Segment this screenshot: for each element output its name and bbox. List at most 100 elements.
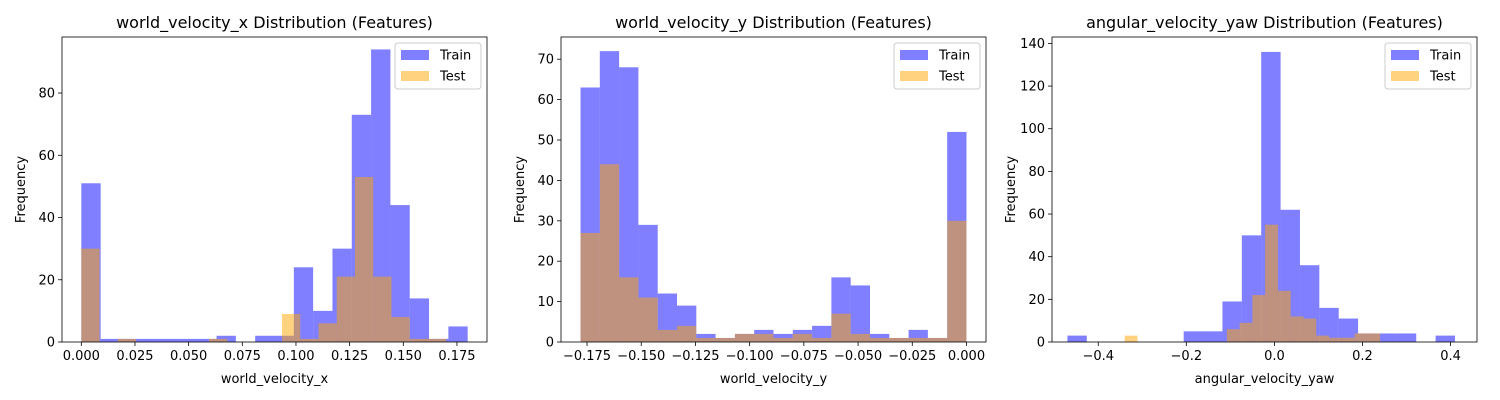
x-axis-label: world_velocity_y [720, 372, 828, 387]
legend-swatch-test [900, 71, 928, 81]
y-tick-label: 50 [537, 134, 554, 149]
histogram-bar [696, 337, 716, 342]
legend-swatch-test [401, 71, 429, 81]
axes-frame [61, 36, 488, 343]
histogram-bar [734, 333, 755, 342]
histogram-bar [580, 232, 600, 342]
y-tick-label: 20 [537, 255, 554, 270]
histogram-bar [599, 164, 620, 342]
x-tick-label: 0.000 [948, 349, 985, 364]
y-axis-label: Frequency [14, 156, 29, 223]
legend: Train Test [394, 42, 482, 90]
histogram-bar [255, 335, 275, 342]
legend: Train Test [1384, 42, 1472, 90]
x-tick-label: −0.150 [617, 349, 665, 364]
x-tick-label: 0.2 [1352, 349, 1373, 364]
histogram-bar [1277, 290, 1291, 342]
y-tick-label: 120 [1020, 80, 1045, 95]
histogram-panel-1: 0.000 0.025 0.050 0.075 0.100 0.125 0.150 0.175… [14, 13, 488, 387]
y-tick-label: 20 [1028, 293, 1045, 308]
histogram-bar [117, 338, 137, 342]
histogram-bar [427, 338, 447, 342]
x-axis-label: world_velocity_x [221, 372, 329, 387]
histogram-bar [1265, 224, 1278, 342]
histogram-bar [1067, 335, 1087, 342]
legend: Train Test [893, 42, 981, 90]
x-tick-label: −0.050 [834, 349, 882, 364]
legend-swatch-test [1391, 71, 1419, 81]
y-tick-label: 60 [537, 93, 554, 108]
x-tick-label: 0.000 [63, 349, 100, 364]
y-tick-label: 80 [1028, 165, 1045, 180]
legend-swatch-train [401, 50, 429, 60]
histogram-bar [773, 337, 793, 342]
y-axis-label: Frequency [1004, 156, 1019, 223]
axes-frame [1051, 36, 1478, 343]
histogram-bar [812, 337, 832, 342]
histogram-bar [409, 338, 428, 342]
legend-label-train: Train [439, 49, 471, 64]
histogram-bar [300, 338, 319, 342]
histogram-bar [889, 337, 909, 342]
x-tick-label: 0.025 [116, 349, 153, 364]
y-axis-label: Frequency [513, 156, 528, 223]
x-tick-label: −0.175 [563, 349, 611, 364]
y-tick-label: 80 [38, 87, 55, 102]
histogram-bar [100, 338, 120, 342]
y-tick-label: 40 [38, 211, 55, 226]
histogram-bar [390, 205, 410, 342]
y-tick-label: 20 [38, 273, 55, 288]
histogram-bar [1124, 335, 1138, 342]
legend-label-test: Test [938, 70, 965, 85]
y-tick-label: 40 [1028, 250, 1045, 265]
histogram-bar [448, 326, 468, 342]
histogram-bar [1367, 333, 1381, 342]
histogram-bar [409, 298, 430, 342]
x-tick-label: −0.075 [780, 349, 828, 364]
histogram-bar [391, 317, 410, 342]
y-tick-label: 10 [537, 295, 554, 310]
chart-title: world_velocity_x Distribution (Features) [116, 13, 433, 33]
histogram-bar [1338, 318, 1359, 342]
x-tick-label: 0.075 [224, 349, 261, 364]
histogram-bar [139, 338, 159, 342]
histogram-bar [638, 297, 658, 342]
y-tick-label: 60 [38, 149, 55, 164]
y-tick-label: 30 [537, 214, 554, 229]
histogram-bar [850, 333, 870, 342]
histogram-bar [1377, 333, 1397, 342]
histogram-bar [1354, 333, 1368, 342]
x-axis-label: angular_velocity_yaw [1195, 372, 1335, 387]
legend-label-train: Train [1429, 49, 1461, 64]
histogram-panel-2: −0.175 −0.150 −0.125 −0.100 −0.075 −0.050 −0.0… [513, 13, 987, 387]
histogram-bar [927, 337, 948, 342]
histogram-bar [373, 276, 392, 342]
y-tick-label: 60 [1028, 208, 1045, 223]
histogram-bar [754, 333, 774, 342]
axes-frame [560, 36, 987, 343]
histogram-bar [1183, 331, 1204, 342]
y-tick-label: 40 [537, 174, 554, 189]
histogram-bar [1252, 295, 1266, 342]
histogram-bar [1316, 335, 1330, 342]
legend-label-test: Test [439, 70, 466, 85]
histogram-bar [177, 338, 198, 342]
series-train-bars [1067, 51, 1455, 343]
x-tick-label: −0.100 [726, 349, 774, 364]
series-test-bars [1124, 224, 1381, 342]
series-test-bars [580, 164, 967, 342]
histogram-bar [158, 338, 178, 342]
series-test-bars [81, 177, 447, 342]
histogram-bar [81, 248, 100, 342]
y-tick-label: 70 [537, 53, 554, 68]
y-tick-label: 0 [47, 336, 55, 351]
y-tick-label: 100 [1020, 122, 1045, 137]
x-tick-label: −0.2 [1171, 349, 1203, 364]
histogram-bar [619, 277, 639, 342]
legend-label-test: Test [1429, 70, 1456, 85]
x-tick-label: −0.125 [671, 349, 719, 364]
x-tick-label: 0.175 [438, 349, 475, 364]
legend-swatch-train [900, 50, 928, 60]
histogram-bar [371, 49, 391, 343]
histogram-bar [677, 325, 697, 342]
